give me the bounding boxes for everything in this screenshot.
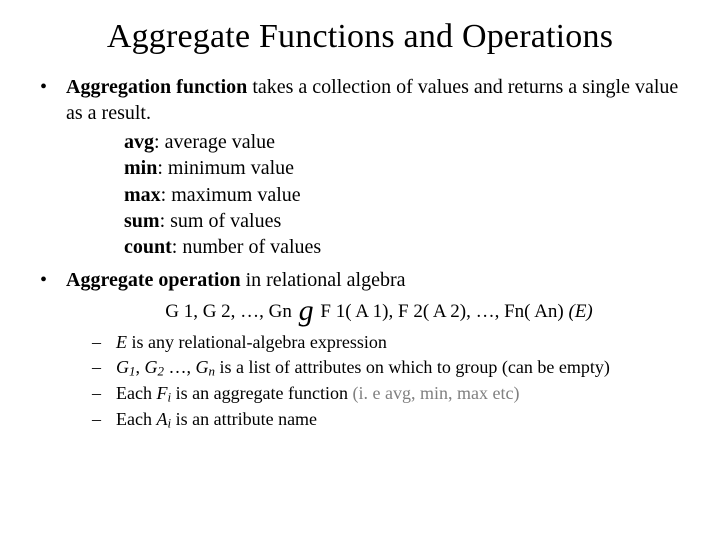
bullet-aggregation-function: Aggregation function takes a collection … [54,74,692,261]
fn-max: max: maximum value [124,182,692,208]
fn-key: min [124,157,157,179]
slide-title: Aggregate Functions and Operations [28,18,692,56]
sub-E: E is any relational-algebra expression [102,330,692,355]
fn-min: min: minimum value [124,155,692,181]
fn-desc: number of values [182,236,321,258]
sub-F: Each Fi is an aggregate function (i. e a… [102,381,692,407]
formula-fn-list: F 1( A 1), F 2( A 2), …, Fn( An) [316,301,569,322]
function-list: avg: average value min: minimum value ma… [124,129,692,261]
var-F: F [156,383,167,403]
formula-group-list: G 1, G 2, …, Gn [165,301,296,322]
fn-sep: : [172,236,183,258]
sub-E-text: is any relational-algebra expression [127,332,387,352]
formula-expression: (E) [569,301,593,322]
fn-key: max [124,184,161,206]
bullet-list: Aggregation function takes a collection … [28,74,692,433]
sub-G: G1, G2 …, Gn is a list of attributes on … [102,355,692,381]
sub-A: Each Ai is an attribute name [102,407,692,433]
fn-sep: : [161,184,172,206]
sub-F-note: (i. e avg, min, max etc) [353,383,520,403]
var-E: E [116,332,127,352]
bullet2-lead: Aggregate operation in relational algebr… [66,269,406,291]
fn-desc: maximum value [171,184,300,206]
each: Each [116,383,156,403]
bullet1-bold: Aggregation function [66,76,247,98]
fn-sep: : [160,210,171,232]
fn-sep: : [157,157,168,179]
fn-avg: avg: average value [124,129,692,155]
fn-key: avg [124,131,154,153]
fn-desc: average value [165,131,275,153]
var-G: G [116,357,129,377]
aggregate-formula: G 1, G 2, …, Gn g F 1( A 1), F 2( A 2), … [66,299,692,324]
sub-F-text: is an aggregate function [171,383,352,403]
fn-sum: sum: sum of values [124,208,692,234]
var-G: G [195,357,208,377]
sub-bullet-list: E is any relational-algebra expression G… [80,330,692,432]
sub-G-text: is a list of attributes on which to grou… [215,357,610,377]
each: Each [116,409,156,429]
fn-count: count: number of values [124,234,692,260]
fn-key: sum [124,210,160,232]
calligraphic-g-icon: g [297,294,316,327]
fn-key: count [124,236,172,258]
bullet2-rest: in relational algebra [241,269,406,291]
var-G: G [144,357,157,377]
bullet1-lead: Aggregation function takes a collection … [66,76,678,124]
var-A: A [156,409,167,429]
fn-desc: minimum value [168,157,294,179]
ellipsis: …, [164,357,196,377]
bullet-aggregate-operation: Aggregate operation in relational algebr… [54,267,692,433]
fn-sep: : [154,131,165,153]
slide: Aggregate Functions and Operations Aggre… [0,0,720,540]
sub-A-text: is an attribute name [171,409,317,429]
fn-desc: sum of values [170,210,281,232]
bullet2-bold: Aggregate operation [66,269,241,291]
